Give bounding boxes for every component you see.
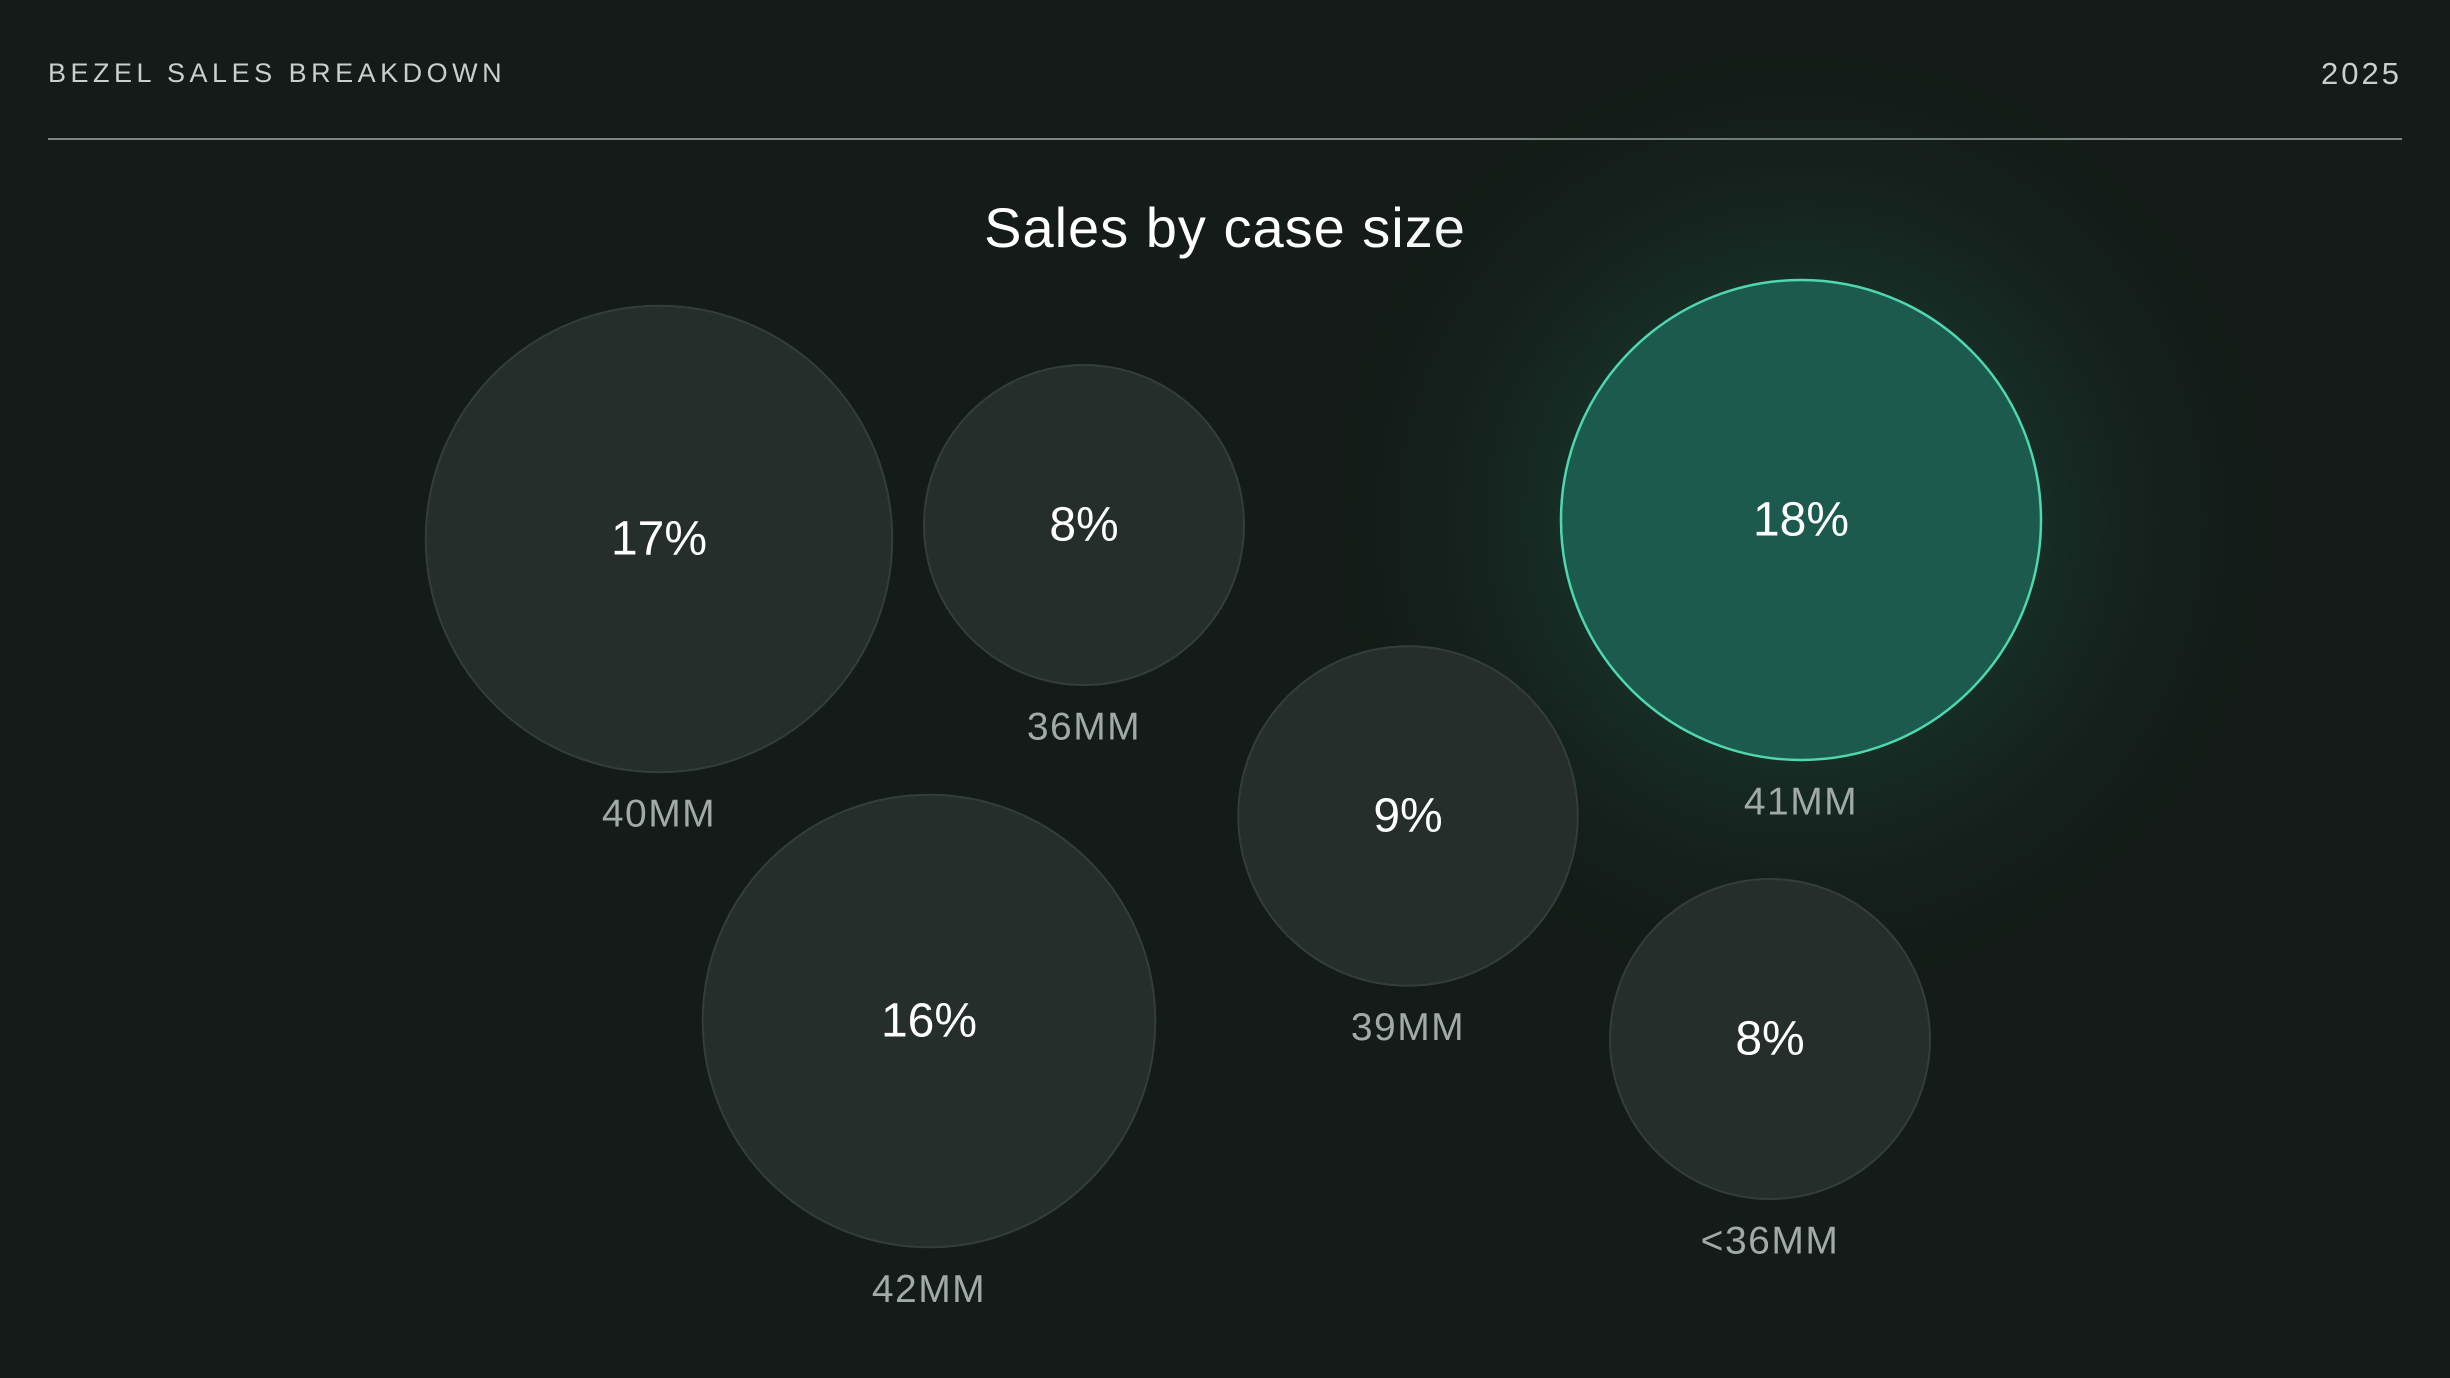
bubble-41mm: 18% 41MM (1559, 278, 2043, 824)
bubble-category-label: 40MM (602, 793, 716, 836)
bubble-circle (424, 304, 894, 774)
bubble-category-label: 39MM (1351, 1006, 1465, 1049)
bubble-category-label: 42MM (872, 1268, 986, 1311)
bubble-40mm: 17% 40MM (424, 304, 894, 836)
bubble-circle (701, 793, 1157, 1249)
bubble-value-label: 9% (1373, 790, 1442, 843)
bubble--36mm: 8% <36MM (1609, 878, 1931, 1263)
bubble-circle (923, 364, 1245, 686)
bubble-36mm: 8% 36MM (923, 364, 1245, 749)
bubble-39mm: 9% 39MM (1237, 645, 1579, 1049)
bubble-42mm: 16% 42MM (701, 793, 1157, 1311)
bubble-category-label: 36MM (1027, 706, 1141, 749)
bubble-category-label: 41MM (1744, 781, 1858, 824)
bubble-category-label: <36MM (1701, 1220, 1840, 1263)
bubble-circle (1609, 878, 1931, 1200)
header-year: 2025 (2321, 56, 2402, 91)
bubble-value-label: 8% (1049, 499, 1118, 552)
bubble-value-label: 18% (1753, 494, 1849, 547)
header-divider (48, 138, 2402, 140)
bubble-value-label: 17% (611, 513, 707, 566)
bubble-value-label: 8% (1735, 1013, 1804, 1066)
bubble-circle (1559, 278, 2043, 762)
bubble-circle (1237, 645, 1579, 987)
bubble-value-label: 16% (881, 995, 977, 1048)
header-title: BEZEL SALES BREAKDOWN (48, 58, 507, 88)
